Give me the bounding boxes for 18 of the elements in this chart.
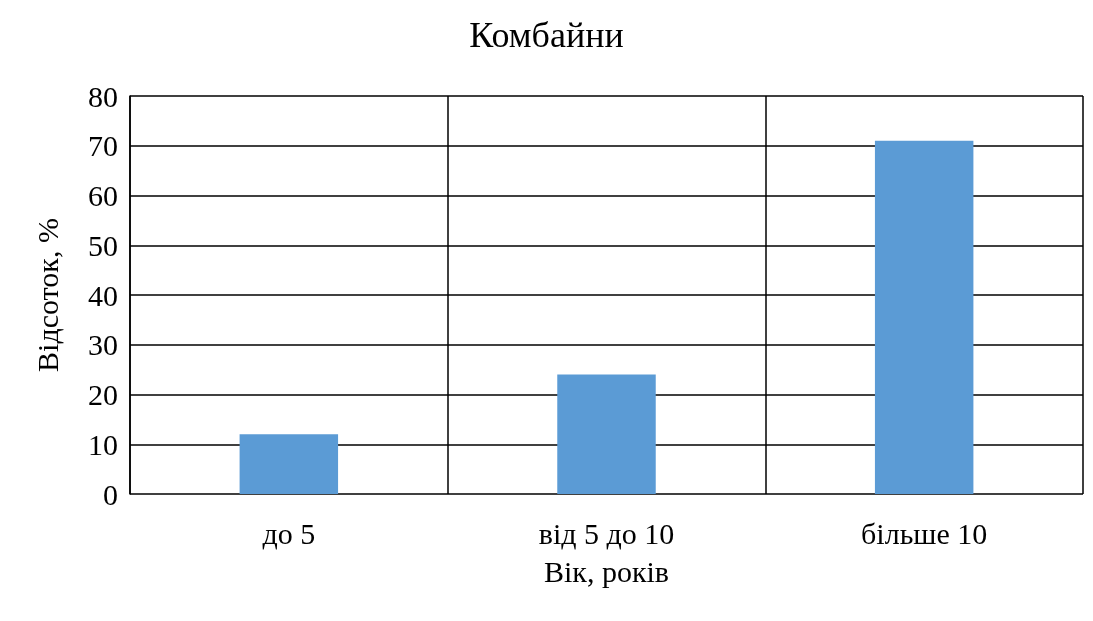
y-tick-label: 20: [88, 378, 118, 411]
y-tick-label: 40: [88, 278, 118, 312]
y-tick-label: 50: [88, 228, 118, 262]
y-tick-label: 0: [103, 477, 118, 511]
x-tick-label: більше 10: [861, 516, 988, 550]
x-tick-label: від 5 до 10: [538, 516, 675, 550]
y-tick-label: 30: [88, 328, 118, 362]
y-tick-label: 60: [88, 179, 118, 212]
y-axis-title: Відсоток, %: [30, 218, 64, 372]
y-tick-label: 80: [88, 79, 118, 113]
x-axis-title: Вік, років: [544, 554, 669, 588]
bar: [874, 140, 974, 494]
y-tick-label: 70: [88, 129, 118, 163]
bar: [239, 434, 339, 494]
x-tick-label: до 5: [262, 516, 316, 550]
bar: [557, 374, 656, 494]
chart-title: Комбайни: [469, 15, 624, 55]
y-tick-label: 10: [88, 427, 118, 461]
